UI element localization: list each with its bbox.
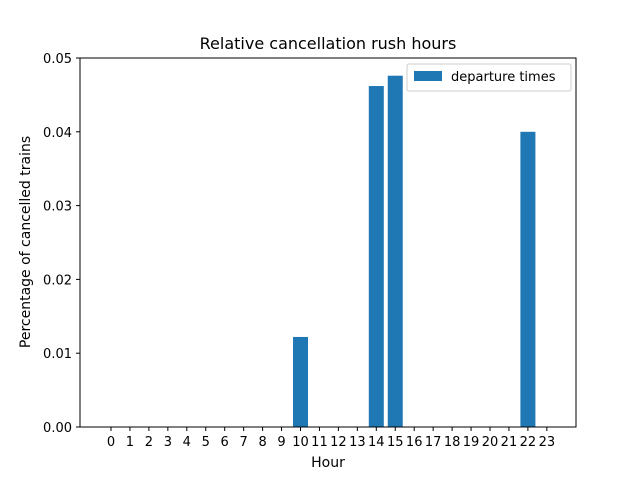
- x-tick-label: 19: [463, 435, 480, 450]
- y-tick-label: 0.05: [43, 52, 72, 67]
- x-tick-label: 17: [425, 435, 442, 450]
- x-tick-label: 1: [126, 435, 134, 450]
- legend: departure times: [406, 63, 572, 92]
- x-tick-label: 7: [240, 435, 248, 450]
- x-tick-label: 8: [258, 435, 266, 450]
- y-tick-label: 0.04: [43, 126, 72, 141]
- x-tick-label: 18: [444, 435, 461, 450]
- legend-swatch: [414, 71, 442, 81]
- x-tick-label: 0: [107, 435, 115, 450]
- bar-hour-10: [293, 336, 308, 427]
- bar-hour-22: [520, 131, 536, 428]
- x-axis-label: Hour: [311, 455, 345, 471]
- x-tick-label: 21: [501, 435, 518, 450]
- y-tick-label: 0.03: [43, 200, 72, 215]
- bar-hour-14: [368, 86, 384, 427]
- x-tick-label: 3: [164, 435, 172, 450]
- x-tick-label: 13: [349, 435, 366, 450]
- legend-label: departure times: [451, 70, 556, 85]
- x-tick-label: 16: [406, 435, 423, 450]
- x-axis-ticks: 0 1 2 3 4 5 6 7 8 9 10 11 12 13 14 15 16 17 18 19 20 21 22 23: [107, 427, 555, 450]
- plot-frame: [79, 57, 577, 428]
- x-tick-label: 6: [221, 435, 229, 450]
- bars-group: [293, 75, 536, 428]
- x-tick-label: 12: [330, 435, 347, 450]
- y-axis-ticks: 0.00 0.01 0.02 0.03 0.04 0.05: [43, 52, 80, 436]
- x-tick-label: 9: [277, 435, 285, 450]
- chart-title: Relative cancellation rush hours: [200, 34, 457, 53]
- x-tick-label: 2: [145, 435, 153, 450]
- y-axis-label: Percentage of cancelled trains: [18, 136, 34, 348]
- legend-box: [406, 63, 572, 92]
- x-tick-label: 4: [183, 435, 191, 450]
- x-tick-label: 5: [202, 435, 210, 450]
- x-tick-label: 23: [539, 435, 556, 450]
- x-tick-label: 10: [292, 435, 309, 450]
- x-tick-label: 15: [387, 435, 404, 450]
- x-tick-label: 20: [482, 435, 499, 450]
- y-tick-label: 0.02: [43, 273, 72, 288]
- x-tick-label: 14: [368, 435, 385, 450]
- y-tick-label: 0.00: [43, 421, 72, 436]
- x-tick-label: 22: [520, 435, 537, 450]
- y-tick-label: 0.01: [43, 347, 72, 362]
- x-tick-label: 11: [311, 435, 328, 450]
- bar-hour-15: [387, 75, 403, 428]
